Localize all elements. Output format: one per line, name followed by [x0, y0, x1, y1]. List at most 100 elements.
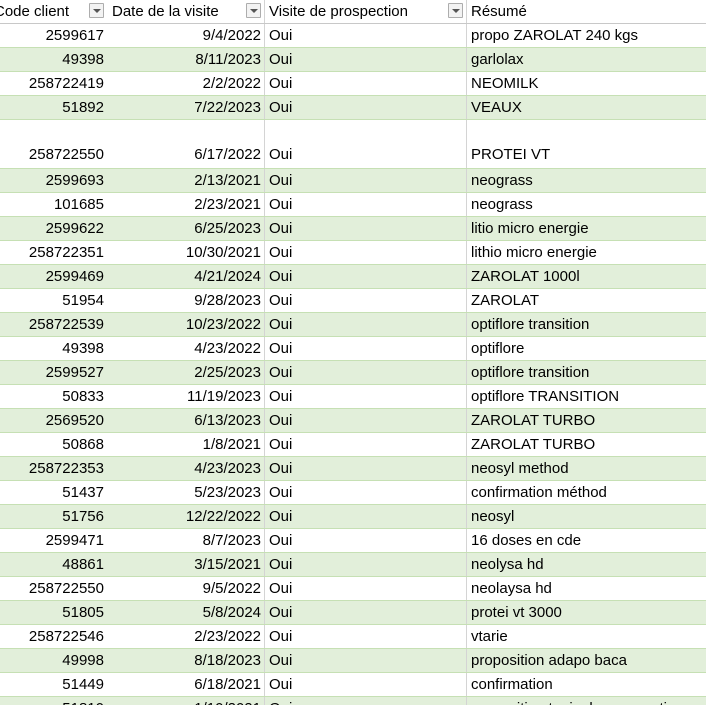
cell-resume[interactable]: optiflore: [471, 340, 525, 357]
cell-visite-prospection[interactable]: Oui: [265, 577, 467, 600]
cell-date-visite[interactable]: 6/25/2023: [108, 217, 265, 240]
cell-date-visite[interactable]: 6/17/2022: [108, 120, 265, 168]
cell-code-client[interactable]: 50833: [62, 388, 104, 405]
cell-resume[interactable]: neosyl method: [471, 460, 569, 477]
cell-visite-prospection[interactable]: Oui: [265, 241, 467, 264]
cell-date-visite[interactable]: 9/5/2022: [108, 577, 265, 600]
cell-visite-prospection[interactable]: Oui: [265, 217, 467, 240]
cell-date-visite[interactable]: 3/15/2021: [108, 553, 265, 576]
cell-date-visite[interactable]: 9/4/2022: [108, 24, 265, 47]
cell-date-visite[interactable]: 4/23/2023: [108, 457, 265, 480]
cell-code-client[interactable]: 51954: [62, 292, 104, 309]
cell-code-client[interactable]: 49398: [62, 51, 104, 68]
cell-code-client[interactable]: 258722550: [28, 580, 104, 597]
cell-visite-prospection[interactable]: Oui: [265, 409, 467, 432]
cell-resume[interactable]: NEOMILK: [471, 75, 539, 92]
table-row[interactable]: 49398 8/11/2023 Oui garlolax: [0, 48, 706, 72]
cell-visite-prospection[interactable]: Oui: [265, 72, 467, 95]
table-row[interactable]: 48861 3/15/2021 Oui neolysa hd: [0, 553, 706, 577]
cell-code-client[interactable]: 51805: [62, 604, 104, 621]
cell-resume[interactable]: confirmation: [471, 676, 553, 693]
table-row[interactable]: 2599617 9/4/2022 Oui propo ZAROLAT 240 kgs: [0, 24, 706, 48]
cell-code-client[interactable]: 258722546: [28, 628, 104, 645]
cell-visite-prospection[interactable]: Oui: [265, 361, 467, 384]
cell-code-client[interactable]: 48861: [62, 556, 104, 573]
cell-code-client[interactable]: 101685: [53, 196, 104, 213]
cell-resume[interactable]: ZAROLAT: [471, 292, 540, 309]
cell-date-visite[interactable]: 12/22/2022: [108, 505, 265, 528]
cell-resume[interactable]: confirmation méthod: [471, 484, 607, 501]
cell-resume[interactable]: proposition adapo baca: [471, 652, 627, 669]
cell-date-visite[interactable]: 8/18/2023: [108, 649, 265, 672]
cell-visite-prospection[interactable]: Oui: [265, 505, 467, 528]
cell-resume[interactable]: neograss: [471, 196, 533, 213]
cell-date-visite[interactable]: 4/21/2024: [108, 265, 265, 288]
cell-date-visite[interactable]: 11/19/2023: [108, 385, 265, 408]
cell-resume[interactable]: litio micro energie: [471, 220, 589, 237]
cell-resume[interactable]: optiflore transition: [471, 364, 590, 381]
table-row[interactable]: 258722353 4/23/2023 Oui neosyl method: [0, 457, 706, 481]
cell-visite-prospection[interactable]: Oui: [265, 529, 467, 552]
cell-resume[interactable]: ZAROLAT TURBO: [471, 436, 596, 453]
cell-date-visite[interactable]: 8/7/2023: [108, 529, 265, 552]
cell-code-client[interactable]: 51449: [62, 676, 104, 693]
cell-code-client[interactable]: 258722351: [28, 244, 104, 261]
table-row[interactable]: 258722539 10/23/2022 Oui optiflore transiti…: [0, 313, 706, 337]
cell-code-client[interactable]: 258722353: [28, 460, 104, 477]
cell-code-client[interactable]: 50868: [62, 436, 104, 453]
table-row[interactable]: 258722351 10/30/2021 Oui lithio micro energ…: [0, 241, 706, 265]
table-row[interactable]: 2599693 2/13/2021 Oui neograss: [0, 169, 706, 193]
cell-date-visite[interactable]: 2/2/2022: [108, 72, 265, 95]
filter-dropdown-icon[interactable]: [89, 3, 104, 18]
cell-resume[interactable]: garlolax: [471, 51, 524, 68]
header-visite-prospection[interactable]: Visite de prospection: [265, 0, 467, 23]
cell-code-client[interactable]: 2599527: [45, 364, 104, 381]
header-date-visite[interactable]: Date de la visite: [108, 0, 265, 23]
cell-date-visite[interactable]: 10/30/2021: [108, 241, 265, 264]
table-row[interactable]: 51449 6/18/2021 Oui confirmation: [0, 673, 706, 697]
cell-date-visite[interactable]: 2/23/2022: [108, 625, 265, 648]
cell-code-client[interactable]: 51892: [62, 99, 104, 116]
header-resume[interactable]: Résumé: [467, 0, 706, 23]
cell-code-client[interactable]: 49398: [62, 340, 104, 357]
cell-date-visite[interactable]: 4/23/2022: [108, 337, 265, 360]
table-row[interactable]: 258722546 2/23/2022 Oui vtarie: [0, 625, 706, 649]
table-row[interactable]: 258722419 2/2/2022 Oui NEOMILK: [0, 72, 706, 96]
cell-code-client[interactable]: 51756: [62, 508, 104, 525]
cell-visite-prospection[interactable]: Oui: [265, 673, 467, 696]
cell-date-visite[interactable]: 2/25/2023: [108, 361, 265, 384]
cell-resume[interactable]: ZAROLAT TURBO: [471, 412, 596, 429]
cell-code-client[interactable]: 2599622: [45, 220, 104, 237]
table-row[interactable]: 51892 7/22/2023 Oui VEAUX: [0, 96, 706, 120]
cell-resume[interactable]: optiflore TRANSITION: [471, 388, 620, 405]
cell-visite-prospection[interactable]: Oui: [265, 96, 467, 119]
cell-visite-prospection[interactable]: Oui: [265, 169, 467, 192]
cell-visite-prospection[interactable]: Oui: [265, 601, 467, 624]
cell-date-visite[interactable]: 7/22/2023: [108, 96, 265, 119]
cell-visite-prospection[interactable]: Oui: [265, 289, 467, 312]
filter-dropdown-icon[interactable]: [246, 3, 261, 18]
cell-date-visite[interactable]: 5/8/2024: [108, 601, 265, 624]
cell-resume[interactable]: neolysa hd: [471, 556, 544, 573]
table-row[interactable]: 50868 1/8/2021 Oui ZAROLAT TURBO: [0, 433, 706, 457]
cell-resume[interactable]: neolaysa hd: [471, 580, 552, 597]
cell-code-client[interactable]: 2599471: [45, 532, 104, 549]
cell-date-visite[interactable]: 2/23/2021: [108, 193, 265, 216]
cell-visite-prospection[interactable]: Oui: [265, 337, 467, 360]
table-row[interactable]: 518101/10/2021Ouiproposition topinelo ma…: [0, 697, 706, 705]
cell-resume[interactable]: lithio micro energie: [471, 244, 597, 261]
cell-resume[interactable]: neograss: [471, 172, 533, 189]
cell-date-visite[interactable]: 5/23/2023: [108, 481, 265, 504]
cell-code-client[interactable]: 258722539: [28, 316, 104, 333]
table-row[interactable]: 258722550 6/17/2022 Oui PROTEI VT: [0, 120, 706, 169]
cell-visite-prospection[interactable]: Oui: [265, 385, 467, 408]
cell-resume[interactable]: optiflore transition: [471, 316, 590, 333]
table-row[interactable]: 2599471 8/7/2023 Oui 16 doses en cde: [0, 529, 706, 553]
cell-date-visite[interactable]: 1/8/2021: [108, 433, 265, 456]
table-row[interactable]: 101685 2/23/2021 Oui neograss: [0, 193, 706, 217]
table-row[interactable]: 258722550 9/5/2022 Oui neolaysa hd: [0, 577, 706, 601]
cell-resume[interactable]: VEAUX: [471, 99, 522, 116]
table-row[interactable]: 2599622 6/25/2023 Oui litio micro energie: [0, 217, 706, 241]
header-code-client[interactable]: Code client: [0, 0, 108, 23]
cell-code-client[interactable]: 49998: [62, 652, 104, 669]
